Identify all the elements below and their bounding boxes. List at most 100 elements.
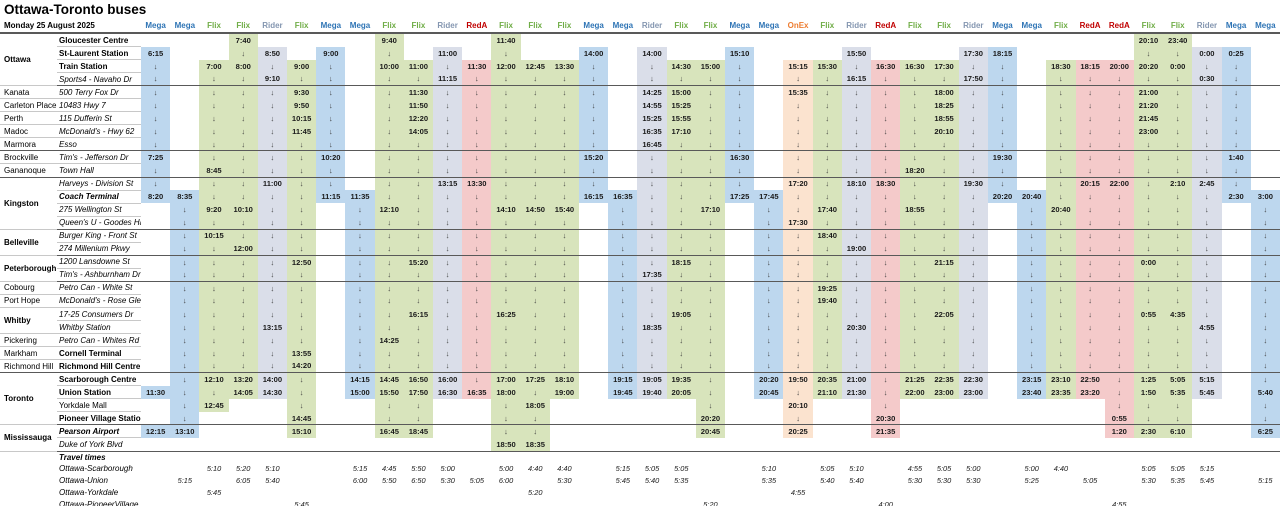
skip-arrow-cell: ↓ xyxy=(695,163,726,178)
skip-arrow-cell: ↓ xyxy=(345,229,375,243)
station-label: Gloucester Centre xyxy=(57,33,141,48)
skip-arrow-cell: ↓ xyxy=(871,137,901,152)
travel-time-cell: 5:30 xyxy=(966,476,981,485)
skip-arrow-cell: ↓ xyxy=(491,424,521,438)
skip-arrow-cell: ↓ xyxy=(462,242,492,256)
city-label: Toronto xyxy=(0,372,57,426)
skip-arrow-cell: ↓ xyxy=(549,268,580,282)
skip-arrow-cell: ↓ xyxy=(1017,333,1047,347)
skip-arrow-cell: ↓ xyxy=(1046,255,1076,269)
skip-arrow-cell: ↓ xyxy=(1133,333,1164,347)
empty-cell xyxy=(1250,163,1280,178)
skip-arrow-cell: ↓ xyxy=(491,150,521,164)
skip-arrow-cell: ↓ xyxy=(1221,137,1251,152)
empty-cell xyxy=(608,437,638,452)
skip-arrow-cell: ↓ xyxy=(812,177,842,191)
skip-arrow-cell: ↓ xyxy=(929,229,959,243)
skip-arrow-cell: ↓ xyxy=(170,294,200,308)
skip-arrow-cell: ↓ xyxy=(1104,229,1134,243)
time-cell: 10:15 xyxy=(287,111,317,125)
skip-arrow-cell: ↓ xyxy=(1163,150,1193,164)
time-cell: 16:50 xyxy=(403,372,434,386)
empty-cell xyxy=(958,411,988,426)
skip-arrow-cell: ↓ xyxy=(608,281,638,295)
time-cell: 21:25 xyxy=(900,372,930,386)
empty-cell xyxy=(988,487,1017,499)
skip-arrow-cell: ↓ xyxy=(491,124,521,138)
skip-arrow-cell: ↓ xyxy=(403,281,434,295)
skip-arrow-cell: ↓ xyxy=(520,255,550,269)
empty-cell xyxy=(141,359,171,374)
time-cell: 15:55 xyxy=(666,111,696,125)
carrier-header-reda-col12: RedA xyxy=(462,18,492,34)
empty-cell xyxy=(783,47,812,60)
time-cell: 23:40 xyxy=(1163,33,1193,47)
skip-arrow-cell: ↓ xyxy=(841,268,872,282)
skip-arrow-cell: ↓ xyxy=(1104,163,1134,178)
empty-cell xyxy=(579,475,608,487)
skip-arrow-cell: ↓ xyxy=(1163,111,1193,125)
skip-arrow-cell: ↓ xyxy=(403,216,434,230)
empty-cell xyxy=(579,463,608,475)
travel-time-cell: 5:10 xyxy=(265,464,280,473)
empty-cell xyxy=(228,411,258,426)
skip-arrow-cell: ↓ xyxy=(637,281,667,295)
skip-arrow-cell: ↓ xyxy=(871,203,901,217)
skip-arrow-cell: ↓ xyxy=(1250,320,1280,334)
time-cell: 15:15 xyxy=(783,59,813,73)
time-cell: 18:15 xyxy=(1075,59,1105,73)
skip-arrow-cell: ↓ xyxy=(374,85,404,99)
skip-arrow-cell: ↓ xyxy=(316,177,346,191)
skip-arrow-cell: ↓ xyxy=(491,268,521,282)
time-cell: 20:05 xyxy=(666,385,696,399)
skip-arrow-cell: ↓ xyxy=(929,359,959,374)
timetable-grid: Monday 25 August 2025 Mega Mega Flix Flix Rid… xyxy=(0,18,1280,506)
skip-arrow-cell: ↓ xyxy=(141,124,171,138)
empty-cell xyxy=(1017,137,1047,152)
station-label: St-Laurent Station xyxy=(57,46,141,61)
skip-arrow-cell: ↓ xyxy=(199,216,229,230)
skip-arrow-cell: ↓ xyxy=(812,124,842,138)
empty-cell xyxy=(433,437,463,452)
empty-cell xyxy=(871,487,900,499)
empty-cell xyxy=(316,307,345,320)
time-cell: 16:30 xyxy=(433,385,463,399)
city-label: Carleton Place xyxy=(0,98,57,113)
skip-arrow-cell: ↓ xyxy=(228,333,258,347)
skip-arrow-cell: ↓ xyxy=(228,46,258,60)
time-cell: 20:35 xyxy=(812,372,842,386)
empty-cell xyxy=(1251,499,1280,506)
carrier-header-mega-col30: Mega xyxy=(987,18,1018,34)
skip-arrow-cell: ↓ xyxy=(520,216,550,230)
skip-arrow-cell: ↓ xyxy=(345,242,375,256)
empty-cell xyxy=(725,281,754,294)
skip-arrow-cell: ↓ xyxy=(491,398,521,412)
empty-cell xyxy=(1222,386,1251,399)
empty-cell xyxy=(987,411,1018,426)
time-cell: 17:10 xyxy=(666,124,696,138)
empty-cell xyxy=(1222,475,1251,487)
travel-time-cell: 5:00 xyxy=(498,464,514,473)
empty-cell xyxy=(608,163,638,178)
city-label: Cobourg xyxy=(0,281,57,295)
city-label: Perth xyxy=(0,111,57,126)
skip-arrow-cell: ↓ xyxy=(199,190,229,204)
skip-arrow-cell: ↓ xyxy=(549,307,580,321)
travel-time-cell: 5:05 xyxy=(1141,464,1156,473)
skip-arrow-cell: ↓ xyxy=(637,294,667,308)
skip-arrow-cell: ↓ xyxy=(608,268,638,282)
empty-cell xyxy=(550,399,579,412)
empty-cell xyxy=(871,33,900,47)
empty-cell xyxy=(521,47,550,60)
skip-arrow-cell: ↓ xyxy=(287,190,317,204)
station-label: Whitby Station xyxy=(57,320,141,335)
time-cell: 17:30 xyxy=(783,216,813,230)
time-cell: 23:00 xyxy=(958,385,988,399)
skip-arrow-cell: ↓ xyxy=(1104,346,1134,360)
empty-cell xyxy=(491,487,520,499)
empty-cell xyxy=(1251,99,1280,112)
skip-arrow-cell: ↓ xyxy=(841,229,872,243)
skip-arrow-cell: ↓ xyxy=(608,242,638,256)
skip-arrow-cell: ↓ xyxy=(900,333,930,347)
station-label: 1200 Lansdowne St xyxy=(57,255,141,269)
